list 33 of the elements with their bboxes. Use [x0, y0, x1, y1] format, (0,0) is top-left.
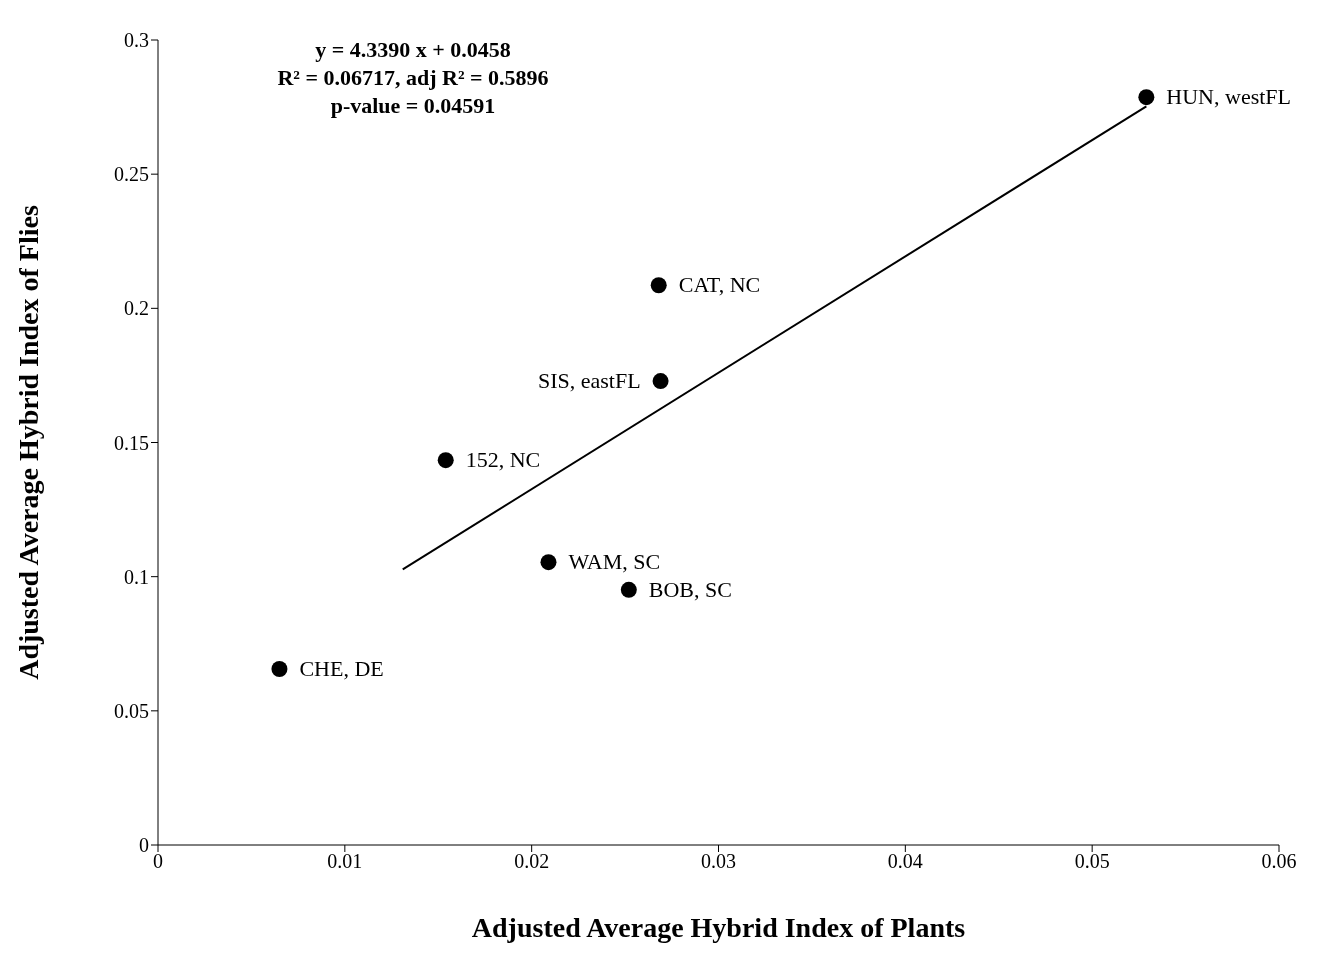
- y-tick-label: 0.25: [114, 163, 149, 186]
- point: [437, 452, 454, 469]
- x-tick-label: 0.06: [1261, 850, 1297, 873]
- y-axis-title: Adjusted Average Hybrid Index of Flies: [12, 205, 44, 680]
- point: [620, 581, 637, 598]
- annotation: 152, NC: [465, 447, 541, 473]
- x-tick-label: 0.01: [327, 850, 363, 873]
- y-tick-label: 0.3: [124, 29, 149, 52]
- point: [540, 554, 557, 571]
- x-tick-label: 0.04: [887, 850, 923, 873]
- y-tick-label: 0.05: [114, 699, 149, 722]
- annotation: R² = 0.06717, adj R² = 0.5896: [276, 64, 550, 92]
- annotation: SIS, eastFL: [537, 368, 641, 394]
- y-tick-label: 0.1: [124, 565, 149, 588]
- point: [650, 277, 667, 294]
- y-tick-label: 0.15: [114, 431, 149, 454]
- point: [271, 660, 288, 677]
- annotation: CHE, DE: [299, 655, 384, 681]
- x-tick-label: 0.03: [701, 850, 736, 873]
- x-tick-label: 0.02: [514, 850, 550, 873]
- annotation: HUN, westFL: [1166, 84, 1292, 110]
- annotation: p-value = 0.04591: [329, 92, 497, 120]
- x-axis-title: Adjusted Average Hybrid Index of Plants: [471, 912, 966, 943]
- annotation: y = 4.3390 x + 0.0458: [314, 36, 512, 64]
- point: [652, 373, 669, 390]
- annotation: BOB, SC: [648, 576, 732, 602]
- annotation: CAT, NC: [678, 272, 761, 298]
- annotation: WAM, SC: [568, 549, 661, 575]
- y-tick-label: 0.2: [124, 297, 149, 320]
- x-tick-label: 0.05: [1074, 850, 1110, 873]
- point: [1138, 89, 1155, 106]
- x-tick-label: 0: [153, 850, 163, 873]
- y-tick-label: 0: [139, 834, 149, 857]
